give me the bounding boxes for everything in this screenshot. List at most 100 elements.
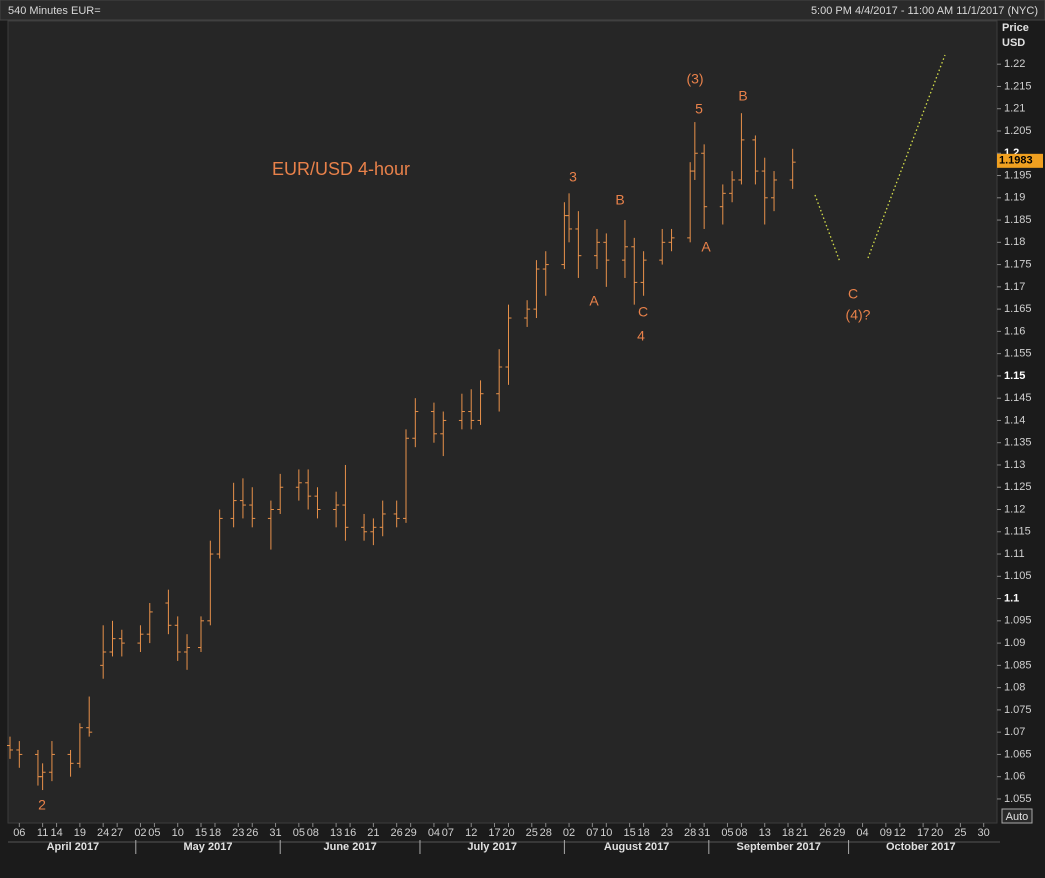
y-tick-label: 1.075 [1004, 704, 1032, 716]
x-tick-label: 25 [954, 827, 966, 839]
x-tick-label: 28 [684, 827, 696, 839]
x-tick-label: 12 [894, 827, 906, 839]
y-tick-label: 1.17 [1004, 281, 1025, 293]
x-tick-label: 02 [563, 827, 575, 839]
x-tick-label: 19 [74, 827, 86, 839]
x-tick-label: 12 [465, 827, 477, 839]
x-tick-label: 16 [344, 827, 356, 839]
y-tick-label: 1.1 [1004, 592, 1019, 604]
last-price-label: 1.1983 [999, 155, 1033, 167]
x-tick-label: 31 [269, 827, 281, 839]
chart-title: 540 Minutes EUR= [8, 5, 101, 17]
x-tick-label: 26 [391, 827, 403, 839]
y-tick-label: 1.19 [1004, 192, 1025, 204]
x-tick-label: 18 [637, 827, 649, 839]
auto-button-label[interactable]: Auto [1006, 811, 1029, 823]
y-axis-label: Price [1002, 22, 1029, 34]
y-tick-label: 1.065 [1004, 748, 1032, 760]
x-tick-label: 13 [759, 827, 771, 839]
x-tick-label: 20 [502, 827, 514, 839]
x-tick-label: 23 [661, 827, 673, 839]
price-bars [7, 113, 796, 791]
x-tick-label: 13 [330, 827, 342, 839]
month-label: August 2017 [604, 841, 669, 853]
x-tick-label: 26 [819, 827, 831, 839]
x-tick-label: 18 [209, 827, 221, 839]
y-tick-label: 1.115 [1004, 526, 1031, 538]
x-tick-label: 20 [931, 827, 943, 839]
auto-button[interactable] [1001, 808, 1033, 824]
x-tick-label: 31 [698, 827, 710, 839]
x-tick-label: 05 [721, 827, 733, 839]
month-label: September 2017 [737, 841, 821, 853]
annotation: B [738, 88, 747, 104]
plot-area [7, 20, 998, 824]
annotation: EUR/USD 4-hour [272, 159, 410, 179]
y-tick-label: 1.09 [1004, 637, 1025, 649]
x-tick-label: 27 [111, 827, 123, 839]
y-tick-label: 1.155 [1004, 348, 1032, 360]
x-tick-label: 26 [246, 827, 258, 839]
annotation: B [615, 192, 624, 208]
annotation: A [701, 239, 711, 255]
y-tick-label: 1.145 [1004, 392, 1032, 404]
x-tick-label: 25 [526, 827, 538, 839]
month-label: May 2017 [184, 841, 233, 853]
y-tick-label: 1.165 [1004, 303, 1032, 315]
x-tick-label: 17 [488, 827, 500, 839]
annotation: (4)? [846, 307, 871, 323]
annotation: 2 [38, 797, 46, 813]
y-tick-label: 1.21 [1004, 103, 1025, 115]
y-tick-label: 1.22 [1004, 58, 1025, 70]
header-bar [0, 0, 1045, 21]
x-tick-label: 14 [50, 827, 62, 839]
x-tick-label: 08 [307, 827, 319, 839]
annotation: C [848, 286, 858, 302]
annotation: A [589, 293, 599, 309]
y-tick-label: 1.185 [1004, 214, 1032, 226]
x-tick-label: 07 [586, 827, 598, 839]
x-tick-label: 21 [796, 827, 808, 839]
y-tick-label: 1.095 [1004, 615, 1032, 627]
month-label: April 2017 [47, 841, 100, 853]
chart-subtitle: 5:00 PM 4/4/2017 - 11:00 AM 11/1/2017 (N… [811, 5, 1038, 17]
annotation: 4 [637, 328, 645, 344]
y-tick-label: 1.135 [1004, 437, 1032, 449]
x-tick-label: 05 [148, 827, 160, 839]
y-tick-label: 1.055 [1004, 793, 1032, 805]
x-tick-label: 02 [134, 827, 146, 839]
x-tick-label: 05 [293, 827, 305, 839]
x-tick-label: 08 [735, 827, 747, 839]
x-tick-label: 29 [833, 827, 845, 839]
x-tick-label: 15 [195, 827, 207, 839]
y-tick-label: 1.11 [1004, 548, 1025, 560]
x-tick-label: 21 [367, 827, 379, 839]
month-label: October 2017 [886, 841, 956, 853]
annotation: 3 [569, 169, 577, 185]
y-tick-label: 1.125 [1004, 481, 1032, 493]
annotation: 5 [695, 101, 703, 117]
x-tick-label: 04 [856, 827, 868, 839]
y-tick-label: 1.06 [1004, 771, 1025, 783]
y-tick-label: 1.07 [1004, 726, 1025, 738]
y-tick-label: 1.175 [1004, 258, 1032, 270]
x-tick-label: 30 [978, 827, 990, 839]
x-tick-label: 28 [540, 827, 552, 839]
annotation: C [638, 304, 648, 320]
x-tick-label: 06 [13, 827, 25, 839]
x-tick-label: 29 [405, 827, 417, 839]
projection-line [867, 54, 946, 259]
x-tick-label: 23 [232, 827, 244, 839]
y-tick-label: 1.16 [1004, 325, 1025, 337]
y-tick-label: 1.08 [1004, 682, 1025, 694]
y-tick-label: 1.195 [1004, 169, 1032, 181]
x-tick-label: 11 [37, 827, 48, 839]
y-tick-label: 1.14 [1004, 414, 1025, 426]
y-tick-label: 1.15 [1004, 370, 1025, 382]
x-tick-label: 10 [172, 827, 184, 839]
month-label: July 2017 [467, 841, 517, 853]
projection [814, 54, 946, 263]
y-axis-unit: USD [1002, 37, 1025, 49]
